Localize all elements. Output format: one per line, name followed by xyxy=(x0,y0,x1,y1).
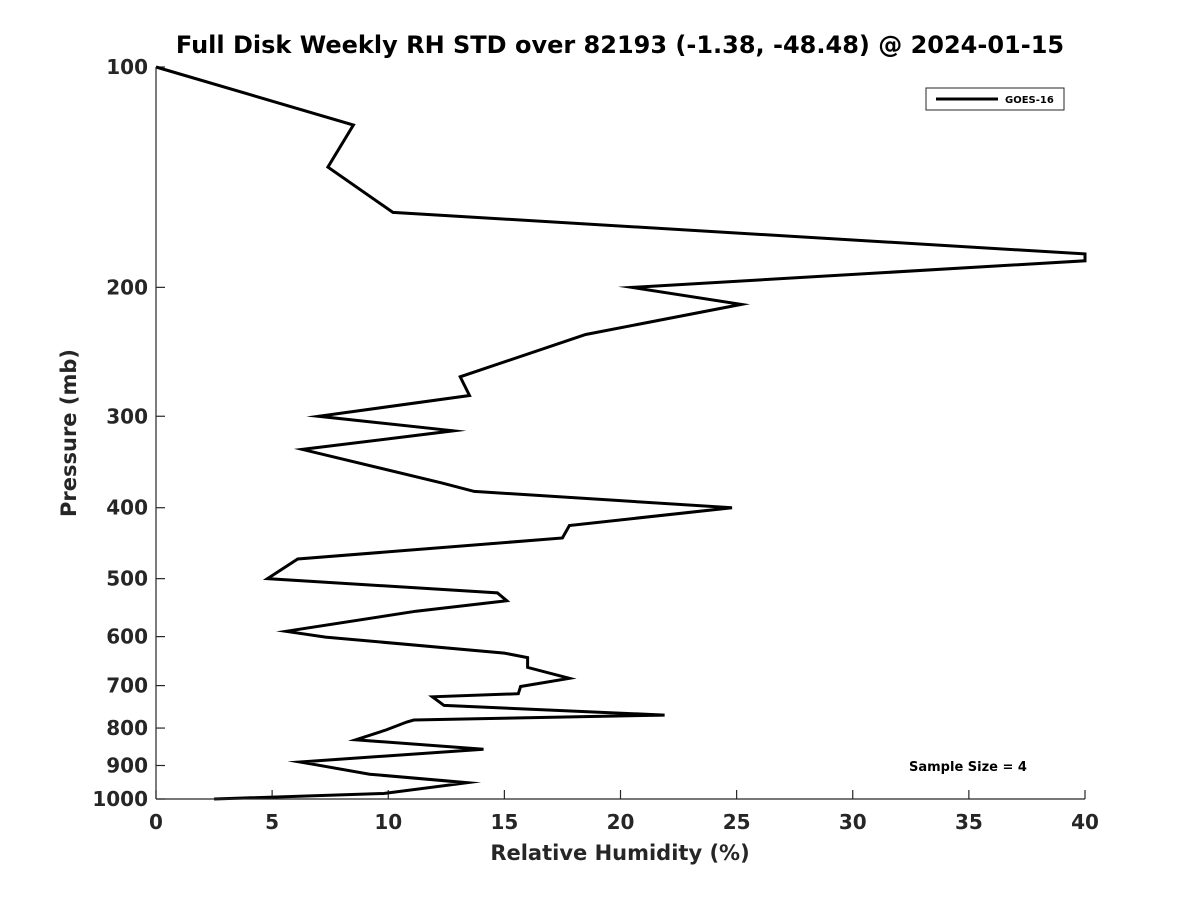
y-tick-label: 500 xyxy=(106,567,148,591)
x-tick-label: 20 xyxy=(607,810,635,834)
y-tick-label: 900 xyxy=(106,754,148,778)
chart-title: Full Disk Weekly RH STD over 82193 (-1.3… xyxy=(176,31,1064,59)
x-tick-label: 0 xyxy=(149,810,163,834)
y-tick-label: 700 xyxy=(106,674,148,698)
x-tick-label: 30 xyxy=(839,810,867,834)
sample-size-annotation: Sample Size = 4 xyxy=(909,760,1027,775)
legend-label-goes-16: GOES-16 xyxy=(1005,95,1054,106)
series-line-goes-16 xyxy=(155,65,1087,801)
y-tick-label: 300 xyxy=(106,404,148,428)
legend: GOES-16 xyxy=(925,87,1065,111)
x-tick-label: 25 xyxy=(723,810,751,834)
y-tick-label: 800 xyxy=(106,716,148,740)
x-tick-label: 40 xyxy=(1071,810,1099,834)
y-tick-label: 400 xyxy=(106,496,148,520)
x-axis-label: Relative Humidity (%) xyxy=(490,841,749,865)
y-axis-ticks: 100 200 300 400 500 600 700 800 900 1000 xyxy=(92,55,165,811)
y-tick-label: 1000 xyxy=(92,787,148,811)
y-axis-label: Pressure (mb) xyxy=(57,349,81,517)
y-tick-label: 200 xyxy=(106,275,148,299)
y-tick-label: 600 xyxy=(106,625,148,649)
x-tick-label: 15 xyxy=(490,810,518,834)
x-tick-label: 35 xyxy=(955,810,983,834)
x-tick-label: 10 xyxy=(374,810,402,834)
x-tick-label: 5 xyxy=(265,810,279,834)
y-tick-label: 100 xyxy=(106,55,148,79)
series-layer xyxy=(155,65,1087,801)
x-axis-ticks: 0 5 10 15 20 25 30 35 40 xyxy=(149,790,1099,834)
